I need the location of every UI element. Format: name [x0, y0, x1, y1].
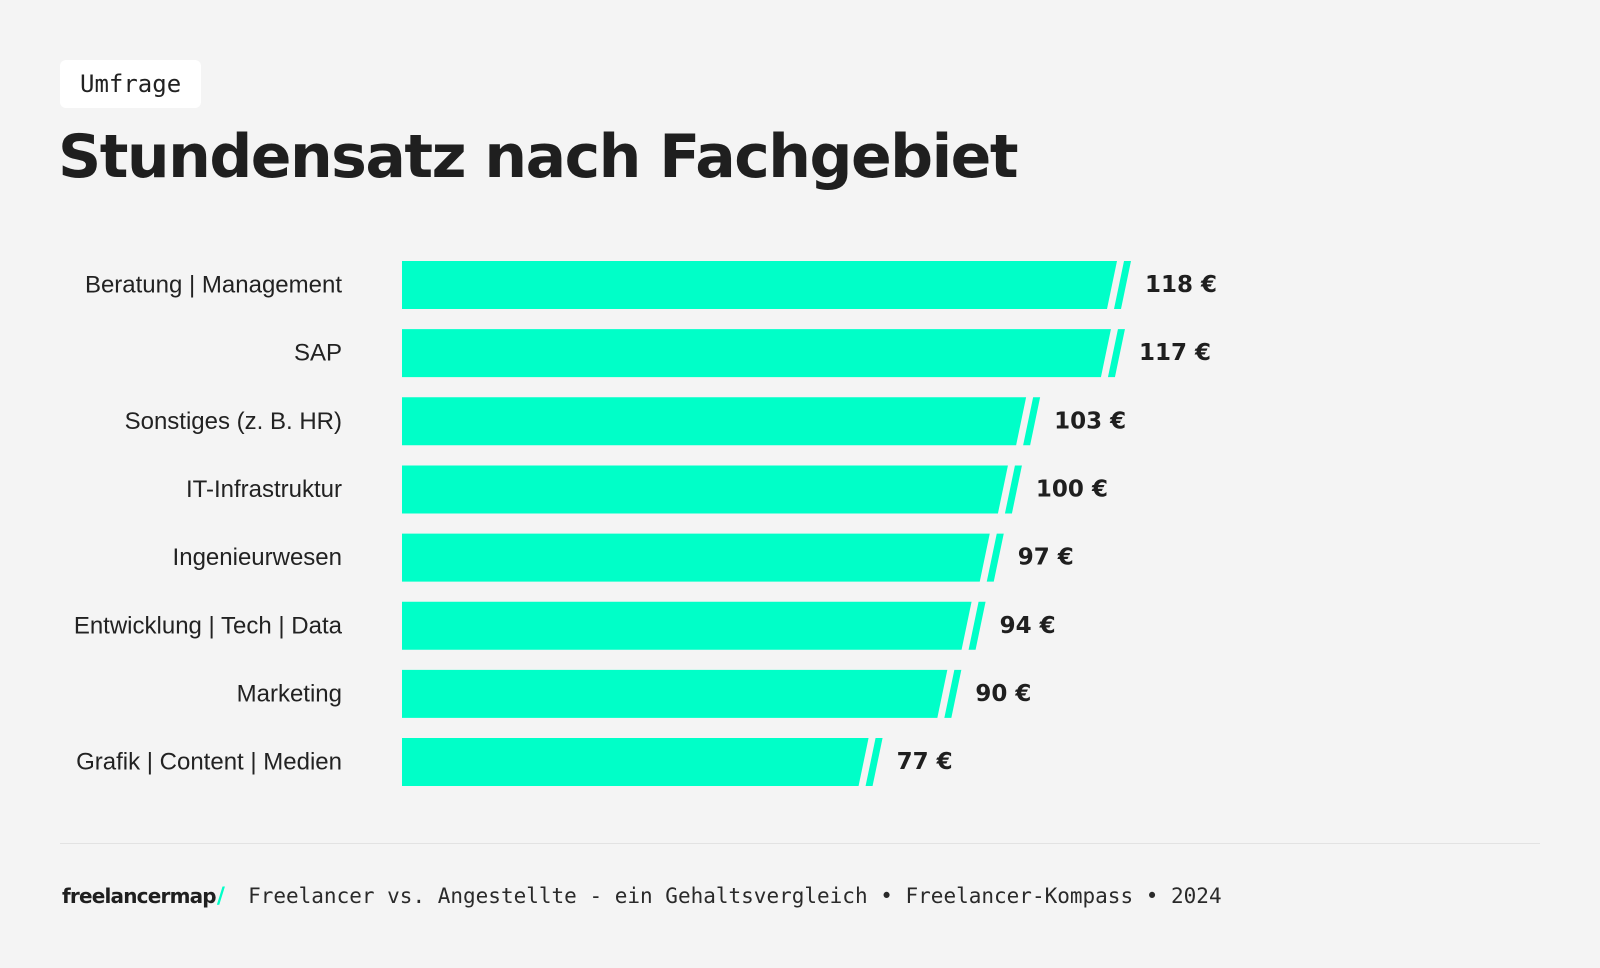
footer-divider — [60, 843, 1540, 844]
bar — [402, 465, 1008, 514]
bar — [402, 669, 948, 718]
footer: freelancermap/ Freelancer vs. Angestellt… — [62, 880, 1222, 912]
logo-slash-icon: / — [216, 883, 225, 909]
bar-end-stripe — [1004, 465, 1022, 514]
bar-chart: Beratung | Management 118 € SAP 117 € Sonsti… — [74, 261, 1217, 787]
value-label: 97 € — [1018, 545, 1074, 571]
category-label: Ingenieurwesen — [173, 544, 342, 571]
logo-text: freelancermap — [62, 883, 217, 908]
category-label: SAP — [294, 340, 342, 367]
bar — [402, 261, 1117, 309]
bar-end-stripe — [944, 669, 962, 718]
freelancermap-logo: freelancermap/ — [62, 883, 225, 909]
category-label: Entwicklung | Tech | Data — [74, 612, 343, 639]
category-tag: Umfrage — [60, 60, 202, 108]
value-label: 77 € — [897, 749, 953, 775]
bar-end-stripe — [1023, 397, 1041, 446]
value-label: 103 € — [1054, 408, 1126, 434]
bar-end-stripe — [1114, 261, 1131, 309]
bar — [402, 601, 972, 650]
category-label: Marketing — [237, 680, 342, 707]
bar-end-stripe — [986, 533, 1004, 582]
value-label: 90 € — [975, 681, 1031, 707]
bar — [402, 329, 1111, 378]
value-label: 100 € — [1036, 476, 1108, 502]
value-label: 118 € — [1145, 272, 1217, 298]
bar-end-stripe — [865, 738, 883, 787]
category-label: Beratung | Management — [85, 272, 342, 299]
bar-end-stripe — [968, 601, 986, 650]
bar — [402, 738, 869, 787]
category-label: Grafik | Content | Medien — [76, 749, 342, 776]
category-label: IT-Infrastruktur — [186, 476, 342, 503]
category-label: Sonstiges (z. B. HR) — [125, 408, 342, 435]
value-label: 117 € — [1139, 340, 1211, 366]
chart-title: Stundensatz nach Fachgebiet — [58, 122, 1019, 192]
source-note: Freelancer vs. Angestellte - ein Gehalts… — [248, 884, 1222, 908]
bar — [402, 397, 1027, 446]
value-label: 94 € — [1000, 613, 1056, 639]
bar-end-stripe — [1107, 329, 1125, 378]
bar — [402, 533, 990, 582]
